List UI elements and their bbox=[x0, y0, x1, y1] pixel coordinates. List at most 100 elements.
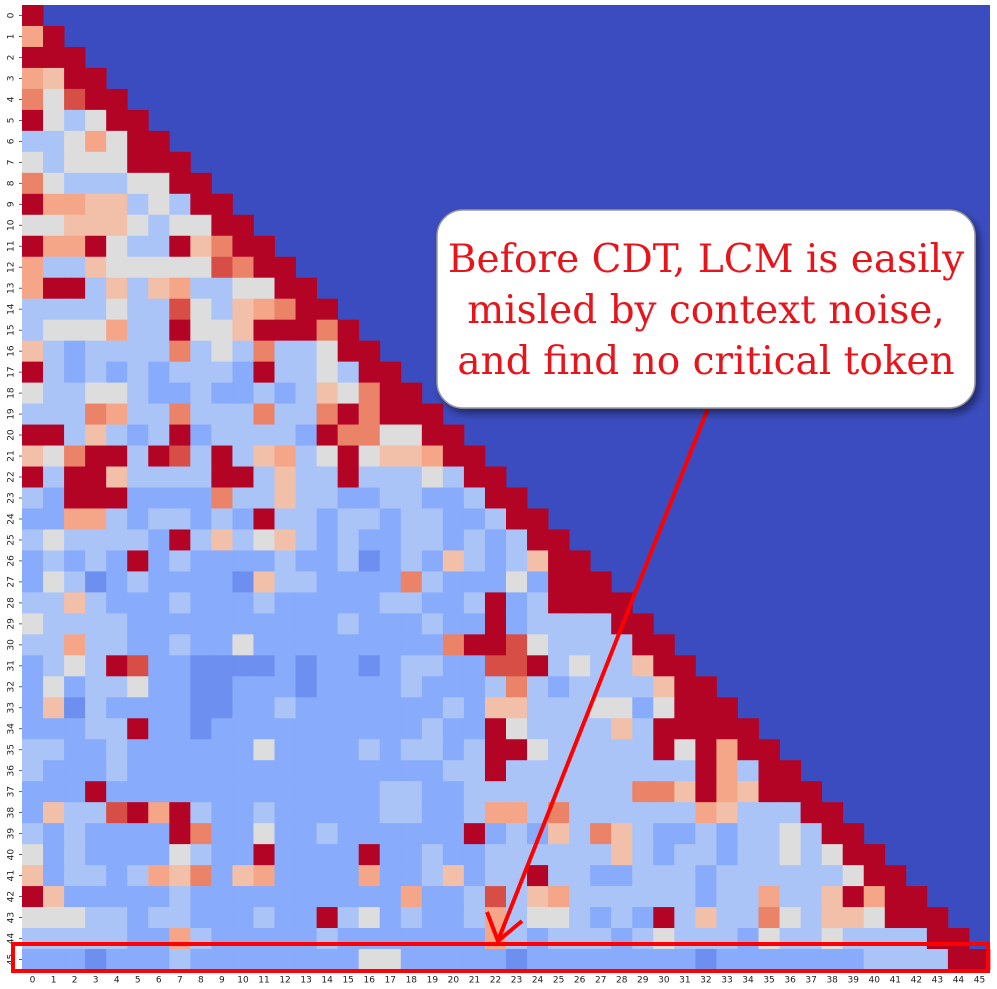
cell bbox=[400, 403, 423, 425]
cell bbox=[148, 508, 170, 530]
cell bbox=[64, 739, 86, 761]
cell bbox=[274, 886, 296, 908]
cell bbox=[316, 550, 339, 572]
cell bbox=[842, 886, 865, 908]
cell bbox=[653, 781, 675, 803]
cell bbox=[64, 487, 86, 509]
cell bbox=[337, 571, 360, 593]
cell bbox=[421, 865, 444, 887]
cell bbox=[295, 529, 318, 551]
cell bbox=[442, 844, 465, 866]
cell bbox=[295, 781, 318, 803]
cell bbox=[674, 739, 696, 761]
cell bbox=[148, 802, 170, 824]
cell bbox=[211, 949, 233, 971]
x-tick-label: 43 bbox=[932, 976, 943, 986]
cell bbox=[211, 466, 233, 488]
cell bbox=[590, 613, 612, 635]
cell bbox=[758, 739, 780, 761]
cell bbox=[316, 298, 339, 321]
cell bbox=[169, 613, 191, 635]
cell bbox=[148, 172, 170, 195]
cell bbox=[169, 361, 191, 384]
cell bbox=[85, 340, 107, 363]
cell bbox=[253, 382, 275, 404]
cell bbox=[295, 361, 318, 384]
cell bbox=[569, 550, 591, 572]
cell bbox=[674, 823, 696, 845]
cell bbox=[400, 760, 423, 782]
cell bbox=[127, 193, 149, 216]
cell bbox=[232, 361, 254, 384]
cell bbox=[548, 550, 570, 572]
cell bbox=[22, 718, 44, 740]
cell bbox=[632, 781, 654, 803]
cell bbox=[400, 802, 423, 824]
cell bbox=[316, 718, 339, 740]
cell bbox=[884, 928, 907, 950]
cell bbox=[421, 487, 444, 509]
cell bbox=[653, 697, 675, 719]
cell bbox=[737, 907, 759, 929]
cell bbox=[400, 886, 423, 908]
cell bbox=[274, 382, 296, 404]
cell bbox=[821, 907, 844, 929]
cell bbox=[611, 823, 633, 845]
cell bbox=[64, 655, 86, 677]
cell bbox=[358, 781, 381, 803]
cell bbox=[379, 403, 402, 425]
cell bbox=[590, 949, 612, 971]
cell bbox=[463, 592, 486, 614]
y-tick-label: 1 bbox=[7, 34, 17, 40]
cell bbox=[232, 844, 254, 866]
cell bbox=[548, 634, 570, 656]
cell bbox=[211, 487, 233, 509]
cell bbox=[127, 445, 149, 467]
cell bbox=[211, 907, 233, 929]
cell bbox=[274, 802, 296, 824]
cell bbox=[274, 676, 296, 698]
cell bbox=[232, 277, 254, 300]
cell bbox=[190, 802, 212, 824]
cell bbox=[800, 928, 823, 950]
cell bbox=[22, 760, 44, 782]
cell bbox=[127, 172, 149, 195]
cell bbox=[653, 949, 675, 971]
cell bbox=[506, 781, 528, 803]
cell bbox=[379, 550, 402, 572]
cell bbox=[169, 256, 191, 279]
cell bbox=[316, 382, 339, 404]
cell bbox=[211, 361, 233, 384]
cell bbox=[716, 760, 738, 782]
cell bbox=[358, 823, 381, 845]
cell bbox=[85, 928, 107, 950]
cell bbox=[106, 466, 128, 488]
cell bbox=[169, 193, 191, 216]
cell bbox=[106, 445, 128, 467]
cell bbox=[442, 613, 465, 635]
x-tick-label: 10 bbox=[237, 976, 249, 986]
cell bbox=[274, 949, 296, 971]
x-tick-label: 30 bbox=[658, 976, 670, 986]
cell bbox=[506, 550, 528, 572]
cell bbox=[169, 214, 191, 237]
cell bbox=[653, 823, 675, 845]
cell bbox=[674, 928, 696, 950]
x-tick-label: 28 bbox=[616, 976, 628, 986]
cell bbox=[463, 508, 486, 530]
cell bbox=[232, 655, 254, 677]
cell bbox=[590, 907, 612, 929]
cell bbox=[779, 928, 802, 950]
cell bbox=[274, 928, 296, 950]
cell bbox=[211, 760, 233, 782]
cell bbox=[22, 655, 44, 677]
cell bbox=[43, 676, 65, 698]
cell bbox=[463, 718, 486, 740]
y-tick-label: 8 bbox=[7, 180, 17, 186]
cell bbox=[442, 676, 465, 698]
cell bbox=[337, 424, 360, 446]
cell bbox=[905, 928, 928, 950]
x-tick-label: 42 bbox=[911, 976, 922, 986]
cell bbox=[211, 382, 233, 404]
cell bbox=[22, 214, 44, 237]
